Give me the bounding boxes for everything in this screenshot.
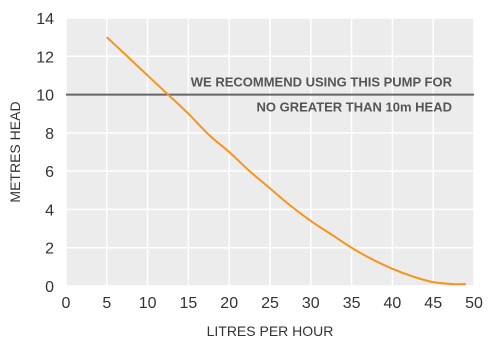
y-axis-title: METRES HEAD <box>7 101 23 202</box>
annotation-line-1: WE RECOMMEND USING THIS PUMP FOR <box>191 75 453 90</box>
y-tick-label: 10 <box>36 88 54 105</box>
series-curve <box>106 36 466 286</box>
x-tick-label: 35 <box>343 295 361 312</box>
x-tick-label: 50 <box>465 295 483 312</box>
x-tick-label: 5 <box>102 295 111 312</box>
y-tick-label: 14 <box>36 11 54 28</box>
y-tick-label: 6 <box>45 164 54 181</box>
series-layer <box>106 36 466 286</box>
x-tick-label: 20 <box>220 295 238 312</box>
x-tick-label: 15 <box>180 295 198 312</box>
x-tick-label: 45 <box>424 295 442 312</box>
x-tick-label: 10 <box>139 295 157 312</box>
annotation-layer: WE RECOMMEND USING THIS PUMP FOR NO GREA… <box>191 75 453 115</box>
y-axis-ticks: 0 2 4 6 8 10 12 14 <box>36 11 54 296</box>
y-tick-label: 4 <box>45 202 54 219</box>
x-axis-ticks: 0 5 10 15 20 25 30 35 40 45 50 <box>62 295 483 312</box>
x-tick-label: 25 <box>261 295 279 312</box>
y-tick-label: 12 <box>36 49 54 66</box>
x-tick-label: 40 <box>384 295 402 312</box>
x-tick-label: 0 <box>62 295 71 312</box>
y-tick-label: 0 <box>45 279 54 296</box>
grid-layer <box>65 17 475 287</box>
annotation-line-2: NO GREATER THAN 10m HEAD <box>256 100 452 115</box>
y-tick-label: 8 <box>45 126 54 143</box>
x-axis-title: LITRES PER HOUR <box>207 323 334 339</box>
x-tick-label: 30 <box>302 295 320 312</box>
y-tick-label: 2 <box>45 241 54 258</box>
